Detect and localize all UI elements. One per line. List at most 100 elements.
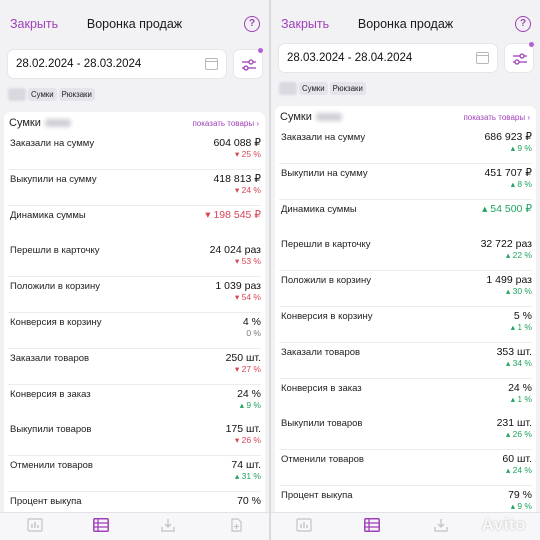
metric-value: 24 024 раз [209, 244, 261, 257]
metric-row: Заказали на сумму 604 088 ₽ ▾ 25 % [4, 134, 265, 170]
metric-delta: ▴ 34 % [505, 357, 532, 368]
metric-label: Процент выкупа [281, 490, 353, 501]
metric-row: Динамика суммы ▾ 198 545 ₽ [4, 205, 265, 242]
download-icon[interactable] [433, 518, 449, 532]
metric-delta: ▾ 53 % [234, 256, 261, 267]
metric-label: Конверсия в корзину [10, 317, 102, 328]
card-title: Сумки [280, 111, 342, 123]
metric-label: Динамика суммы [281, 203, 357, 215]
metric-row: Конверсия в заказ 24 % ▴ 1 % [275, 378, 536, 415]
metric-value: 231 шт. [496, 417, 532, 430]
metric-delta: ▾ 54 % [234, 292, 261, 303]
chart-icon[interactable] [27, 518, 43, 532]
close-button[interactable]: Закрыть [10, 17, 59, 31]
document-icon[interactable] [228, 518, 244, 532]
chip-backpacks[interactable]: Рюкзаки [329, 82, 366, 95]
metric-row: Динамика суммы ▴ 54 500 ₽ [275, 199, 536, 236]
metric-value: 70 % [237, 495, 261, 507]
chip-bags[interactable]: Сумки [28, 88, 57, 101]
date-range-text: 28.02.2024 - 28.03.2024 [16, 58, 142, 70]
metric-row: Конверсия в заказ 24 % ▴ 9 % [4, 384, 265, 421]
table-icon[interactable] [93, 518, 109, 532]
metric-label: Динамика суммы [10, 209, 86, 221]
metric-delta: ▴ 8 % [510, 178, 532, 189]
metric-label: Положили в корзину [10, 281, 100, 293]
metric-row: Заказали товаров 250 шт. ▾ 27 % [4, 348, 265, 385]
metric-row: Перешли в карточку 24 024 раз ▾ 53 % [4, 241, 265, 278]
metric-value: 353 шт. [496, 345, 532, 358]
download-icon[interactable] [160, 518, 176, 532]
metric-value: 686 923 ₽ [484, 131, 532, 143]
filter-sliders-icon [513, 53, 527, 65]
metric-row: Перешли в карточку 32 722 раз ▴ 22 % [275, 235, 536, 272]
metric-label: Выкупили на сумму [10, 173, 97, 185]
page-title: Воронка продаж [86, 17, 183, 31]
chip-backpacks[interactable]: Рюкзаки [58, 88, 95, 101]
chart-icon[interactable] [296, 518, 312, 532]
metric-row: Выкупили товаров 175 шт. ▾ 26 % [4, 420, 265, 457]
metric-label: Выкупили товаров [10, 424, 92, 436]
metric-label: Отменили товаров [281, 454, 364, 466]
filter-active-dot [529, 42, 534, 47]
filter-active-dot [258, 48, 263, 53]
metric-value: 418 813 ₽ [213, 172, 261, 185]
help-icon[interactable]: ? [244, 16, 260, 32]
avito-watermark: Avito [481, 515, 526, 534]
show-goods-link[interactable]: показать товары › [192, 119, 259, 128]
metric-row: Положили в корзину 1 039 раз ▾ 54 % [4, 277, 265, 314]
top-bar: Закрыть Воронка продаж ? [271, 0, 540, 50]
metric-row: Заказали на сумму 686 923 ₽ ▴ 9 % [275, 128, 536, 164]
funnel-panel-left: Закрыть Воронка продаж ? 28.02.2024 - 28… [0, 0, 269, 540]
metric-value: 74 шт. [231, 459, 261, 472]
metric-value: 5 % [513, 310, 532, 322]
metric-row: Выкупили товаров 231 шт. ▴ 26 % [275, 414, 536, 451]
metric-row: Выкупили на сумму 451 707 ₽ ▴ 8 % [275, 163, 536, 200]
metric-delta: ▾ 26 % [234, 435, 261, 446]
metric-row: Отменили товаров 60 шт. ▴ 24 % [275, 450, 536, 487]
metric-label: Конверсия в заказ [281, 382, 362, 394]
metric-delta: ▴ 1 % [510, 393, 532, 404]
chip-hidden[interactable]: xx [279, 82, 297, 95]
filter-button[interactable] [504, 43, 534, 73]
help-icon[interactable]: ? [515, 16, 531, 32]
metric-delta: ▾ 25 % [234, 149, 261, 159]
hidden-name [44, 119, 71, 128]
metric-label: Заказали на сумму [281, 132, 366, 143]
date-range-field[interactable]: 28.03.2024 - 28.04.2024 [278, 43, 498, 73]
funnel-panel-right: Закрыть Воронка продаж ? 28.03.2024 - 28… [271, 0, 540, 540]
date-range-text: 28.03.2024 - 28.04.2024 [287, 52, 413, 64]
show-goods-link[interactable]: показать товары › [463, 113, 530, 122]
metric-value: 79 % [508, 489, 532, 501]
metric-value: 451 707 ₽ [484, 166, 532, 179]
metric-delta: ▴ 1 % [510, 322, 532, 332]
metric-label: Заказали товаров [10, 352, 90, 364]
tab-bar: Avito [271, 512, 540, 540]
metric-row: Конверсия в корзину 5 % ▴ 1 % [275, 307, 536, 343]
close-button[interactable]: Закрыть [281, 17, 330, 31]
category-card-header: Сумки показать товары › [275, 106, 536, 128]
filter-button[interactable] [233, 49, 263, 79]
metric-delta: ▴ 24 % [505, 465, 532, 476]
metric-value: 1 039 раз [215, 280, 261, 293]
metric-delta: ▴ 9 % [510, 143, 532, 153]
category-card-header: Сумки показать товары › [4, 112, 265, 134]
metric-value: 175 шт. [225, 423, 261, 436]
metric-label: Заказали товаров [281, 346, 361, 358]
metric-label: Заказали на сумму [10, 138, 95, 149]
top-bar: Закрыть Воронка продаж ? [0, 0, 269, 50]
chip-hidden[interactable]: xx [8, 88, 26, 101]
category-chips: xxСумкиРюкзаки [279, 82, 368, 95]
metric-delta: ▴ 31 % [234, 471, 261, 482]
metric-delta: ▴ 30 % [505, 286, 532, 297]
metric-label: Конверсия в корзину [281, 311, 373, 322]
calendar-icon [205, 58, 218, 70]
metric-label: Выкупили товаров [281, 418, 363, 430]
chip-bags[interactable]: Сумки [299, 82, 328, 95]
metric-value: 4 % [242, 316, 261, 328]
date-range-field[interactable]: 28.02.2024 - 28.03.2024 [7, 49, 227, 79]
table-icon[interactable] [364, 518, 380, 532]
card-title: Сумки [9, 117, 71, 129]
metric-label: Перешли в карточку [281, 239, 371, 251]
metric-value: 24 % [508, 381, 532, 394]
